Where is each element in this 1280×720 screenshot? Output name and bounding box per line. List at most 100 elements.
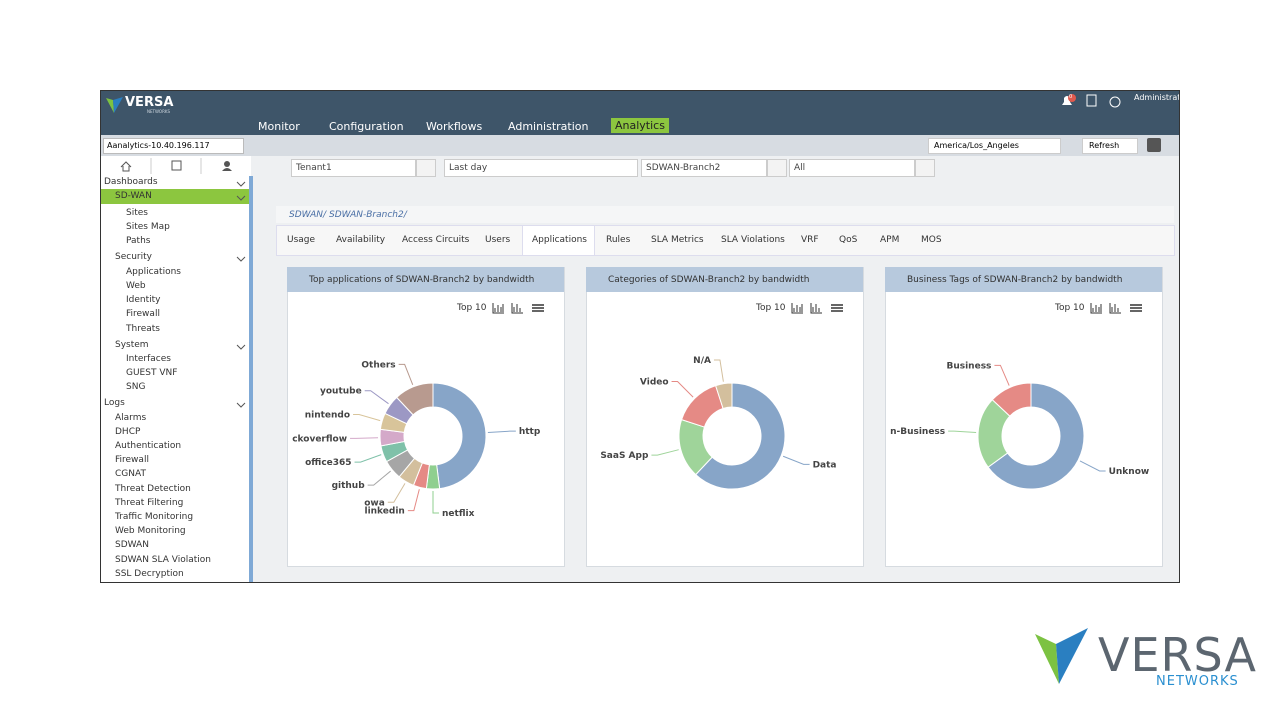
leader-line: [671, 381, 694, 398]
sidebar-subitem[interactable]: Applications: [126, 266, 181, 277]
sidebar-item[interactable]: Alarms: [115, 412, 147, 423]
tab[interactable]: Usage: [287, 235, 316, 245]
tab[interactable]: MOS: [921, 235, 942, 245]
donut-segment[interactable]: [695, 382, 786, 490]
chart-tools[interactable]: [492, 302, 552, 314]
panel-title: Categories of SDWAN-Branch2 by bandwidth: [608, 275, 810, 285]
data-label: Video: [640, 378, 669, 388]
tab[interactable]: Applications: [532, 235, 587, 245]
menu-item[interactable]: Administration: [508, 120, 589, 133]
donut-segment[interactable]: [396, 382, 434, 416]
sidebar-tabs: [120, 158, 232, 174]
breadcrumb[interactable]: SDWAN/: [289, 210, 327, 220]
data-label: SaaS App: [600, 451, 649, 461]
instance-select[interactable]: Aanalytics-10.40.196.117: [103, 138, 244, 154]
chevron[interactable]: [236, 343, 246, 351]
top-n[interactable]: Top 10: [457, 303, 487, 313]
leader-line: [398, 363, 414, 386]
tab[interactable]: Availability: [336, 235, 386, 245]
menu-item[interactable]: Monitor: [258, 120, 300, 133]
leader-line: [994, 364, 1010, 386]
user-name[interactable]: Administrato: [1134, 93, 1179, 102]
filter-input[interactable]: Last day: [444, 159, 638, 177]
tab[interactable]: VRF: [801, 235, 819, 245]
sidebar-item[interactable]: SDWAN SLA Violation: [115, 554, 211, 565]
chevron[interactable]: [236, 401, 246, 409]
refresh-button[interactable]: Refresh: [1082, 138, 1138, 154]
sidebar-subitem[interactable]: Threats: [126, 323, 160, 334]
chevron[interactable]: [236, 194, 246, 202]
sidebar-item[interactable]: Threat Detection: [115, 483, 191, 494]
chart-tools[interactable]: [1090, 302, 1150, 314]
filter-clear[interactable]: [416, 159, 436, 177]
sidebar-item[interactable]: SSL Decryption: [115, 568, 184, 579]
leader-line: [782, 455, 810, 465]
panel: [885, 267, 1163, 567]
sidebar-section[interactable]: Dashboards: [104, 177, 158, 187]
data-label: github: [332, 481, 366, 491]
sidebar-item[interactable]: System: [115, 339, 149, 350]
top-n[interactable]: Top 10: [756, 303, 786, 313]
sidebar-item[interactable]: Firewall: [115, 455, 149, 466]
tab[interactable]: Users: [485, 235, 511, 245]
top-n[interactable]: Top 10: [1055, 303, 1085, 313]
sidebar-item[interactable]: Web Monitoring: [115, 526, 186, 537]
sidebar-subitem[interactable]: Sites: [126, 207, 148, 218]
leader-line: [364, 390, 389, 405]
data-label: http: [519, 427, 541, 437]
sidebar-item[interactable]: SD-WAN: [115, 191, 152, 202]
sidebar-subitem[interactable]: Sites Map: [126, 222, 170, 233]
sidebar-item[interactable]: SDWAN: [115, 540, 149, 551]
menu-item[interactable]: Configuration: [329, 120, 404, 133]
donut-segment[interactable]: [432, 382, 487, 490]
leader-line: [407, 489, 420, 512]
sidebar-item[interactable]: Authentication: [115, 440, 182, 451]
timezone[interactable]: America/Los_Angeles: [928, 138, 1061, 154]
leader-line: [387, 483, 406, 503]
sidebar-subitem[interactable]: Interfaces: [126, 353, 171, 364]
sidebar-subitem[interactable]: Firewall: [126, 309, 160, 320]
donut-segment[interactable]: [987, 382, 1085, 490]
leader-line: [713, 359, 724, 382]
sidebar-subitem[interactable]: GUEST VNF: [126, 368, 178, 379]
sidebar-section[interactable]: Logs: [104, 398, 125, 409]
panel-title-bar: [586, 267, 863, 292]
leader-line: [432, 491, 439, 514]
filter-input[interactable]: All: [789, 159, 915, 177]
toolbar: [101, 135, 1179, 156]
tab[interactable]: Access Circuits: [402, 235, 470, 245]
sidebar-item[interactable]: Security: [115, 252, 152, 263]
panel-title: Top applications of SDWAN-Branch2 by ban…: [309, 275, 535, 285]
tab[interactable]: SLA Violations: [721, 235, 785, 245]
chevron[interactable]: [236, 180, 246, 188]
menu-item[interactable]: Analytics: [611, 118, 669, 133]
filter-input[interactable]: SDWAN-Branch2: [641, 159, 767, 177]
data-label: N/A: [693, 356, 711, 366]
filter-clear[interactable]: [767, 159, 787, 177]
donut-segment[interactable]: [714, 382, 733, 410]
brand: VERSA: [125, 95, 174, 110]
chart-tools[interactable]: [791, 302, 851, 314]
sidebar-item[interactable]: CGNAT: [115, 469, 146, 480]
leader-line: [487, 430, 516, 434]
chevron[interactable]: [236, 255, 246, 263]
refresh-icon[interactable]: [1147, 138, 1161, 152]
sidebar-item[interactable]: Traffic Monitoring: [115, 511, 194, 522]
sidebar-item[interactable]: DHCP: [115, 426, 141, 437]
sidebar-item[interactable]: Threat Filtering: [115, 497, 184, 508]
tab[interactable]: QoS: [839, 235, 858, 245]
filter-input[interactable]: Tenant1: [291, 159, 416, 177]
sidebar-subitem[interactable]: Paths: [126, 236, 151, 247]
tab[interactable]: Rules: [606, 235, 631, 245]
filter-clear[interactable]: [915, 159, 935, 177]
sidebar-subitem[interactable]: SNG: [126, 382, 146, 393]
sidebar-subitem[interactable]: Web: [126, 280, 146, 291]
menu-item[interactable]: Workflows: [426, 120, 483, 133]
tab[interactable]: SLA Metrics: [651, 235, 704, 245]
breadcrumb[interactable]: SDWAN-Branch2/: [329, 210, 407, 220]
sidebar-subitem[interactable]: Identity: [126, 295, 161, 306]
donut-segment[interactable]: [991, 382, 1032, 417]
tab[interactable]: APM: [880, 235, 900, 245]
